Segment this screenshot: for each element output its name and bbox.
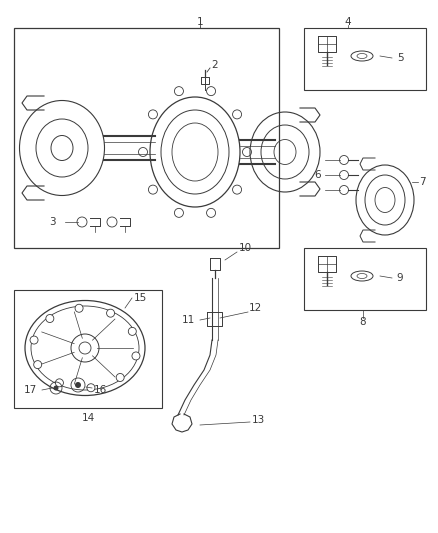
Circle shape bbox=[34, 361, 42, 369]
Text: 5: 5 bbox=[397, 53, 403, 63]
Bar bbox=[304, 28, 426, 90]
Circle shape bbox=[75, 382, 81, 388]
Circle shape bbox=[53, 385, 59, 391]
Text: 9: 9 bbox=[397, 273, 403, 283]
Text: 12: 12 bbox=[248, 303, 261, 313]
Text: 8: 8 bbox=[360, 317, 366, 327]
Circle shape bbox=[116, 374, 124, 382]
Text: 15: 15 bbox=[134, 293, 147, 303]
Text: 14: 14 bbox=[81, 413, 95, 423]
Circle shape bbox=[233, 110, 242, 119]
Text: 10: 10 bbox=[238, 243, 251, 253]
Circle shape bbox=[46, 314, 54, 322]
Circle shape bbox=[148, 185, 157, 194]
Circle shape bbox=[30, 336, 38, 344]
Text: 13: 13 bbox=[251, 415, 265, 425]
Text: 2: 2 bbox=[212, 60, 218, 70]
Bar bbox=[14, 28, 279, 248]
Text: 1: 1 bbox=[197, 17, 203, 27]
Text: 16: 16 bbox=[93, 385, 106, 395]
Circle shape bbox=[207, 208, 215, 217]
Circle shape bbox=[132, 352, 140, 360]
Text: 6: 6 bbox=[314, 170, 321, 180]
Text: 11: 11 bbox=[181, 315, 194, 325]
Circle shape bbox=[106, 309, 115, 317]
Circle shape bbox=[174, 208, 184, 217]
Circle shape bbox=[243, 148, 251, 157]
Text: 17: 17 bbox=[23, 385, 37, 395]
Circle shape bbox=[174, 87, 184, 95]
Circle shape bbox=[138, 148, 148, 157]
Bar bbox=[14, 290, 162, 408]
Circle shape bbox=[87, 384, 95, 392]
Bar bbox=[304, 248, 426, 310]
Circle shape bbox=[56, 379, 64, 387]
Circle shape bbox=[75, 304, 83, 312]
Text: 4: 4 bbox=[345, 17, 351, 27]
Circle shape bbox=[233, 185, 242, 194]
Circle shape bbox=[148, 110, 157, 119]
Circle shape bbox=[207, 87, 215, 95]
Circle shape bbox=[128, 327, 136, 335]
Text: 3: 3 bbox=[49, 217, 55, 227]
Text: 7: 7 bbox=[419, 177, 425, 187]
